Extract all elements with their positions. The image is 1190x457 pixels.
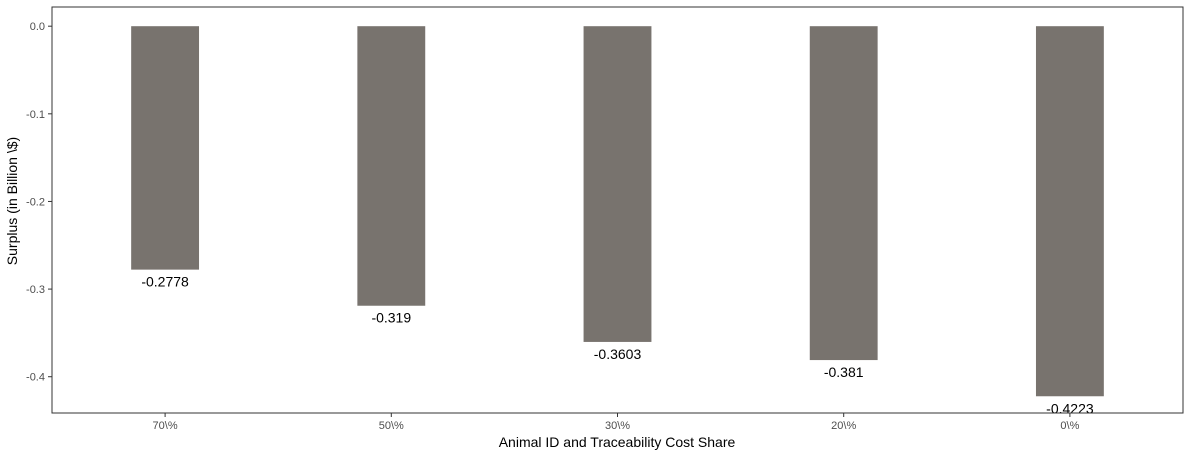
data-label: -0.381 [824,364,864,380]
data-label: -0.4223 [1046,400,1094,416]
x-tick-label: 70\% [153,420,178,432]
bar [1035,26,1104,397]
bar [809,26,878,361]
data-label: -0.319 [371,310,411,326]
x-tick-label: 30\% [605,420,630,432]
data-label: -0.2778 [141,274,189,290]
x-tick-label: 50\% [379,420,404,432]
bar [131,26,200,270]
y-axis-title: Surplus (in Billion \$) [4,137,20,265]
data-label: -0.3603 [594,346,642,362]
y-tick-label: -0.2 [26,196,45,208]
bar [583,26,652,342]
x-tick-label: 20\% [831,420,856,432]
y-tick-label: 0.0 [30,21,45,33]
y-tick-label: -0.3 [26,284,45,296]
x-tick-label: 0\% [1060,420,1079,432]
x-axis-title: Animal ID and Traceability Cost Share [499,434,736,450]
y-tick-label: -0.1 [26,109,45,121]
y-tick-label: -0.4 [26,372,45,384]
bar [357,26,426,306]
